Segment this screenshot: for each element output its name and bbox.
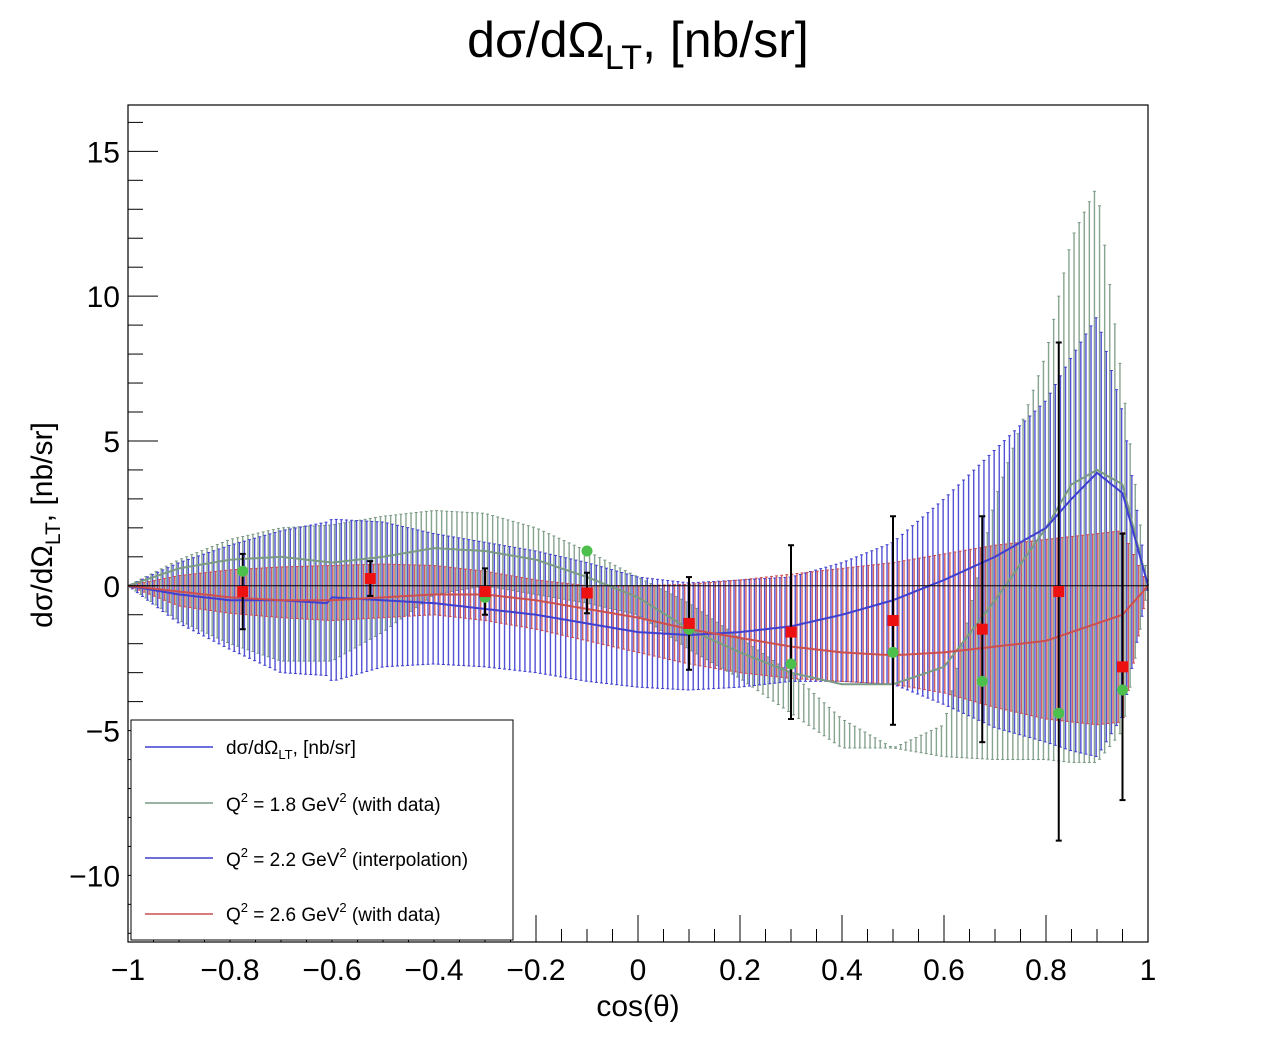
- y-tick-label: −5: [86, 716, 120, 749]
- y-axis-title-tail: , [nb/sr]: [26, 422, 59, 522]
- central-curve-1: [127, 471, 1149, 637]
- chart-title-sub: LT: [605, 39, 642, 77]
- legend: dσ/dΩLT, [nb/sr] Q2 = 1.8 GeV2 (with dat…: [130, 719, 514, 941]
- y-tick-label: 0: [103, 571, 120, 604]
- x-tick-label: −0.4: [404, 954, 463, 987]
- legend-box: [130, 719, 514, 941]
- y-axis-title-main: dσ/dΩ: [26, 545, 59, 628]
- x-tick-label: 0: [630, 954, 647, 987]
- y-axis-label: dσ/dΩLT, [nb/sr]: [26, 422, 65, 628]
- data-point-green: [1117, 684, 1128, 696]
- central-curve-2: [127, 584, 1149, 657]
- x-tick-label: −0.8: [200, 954, 259, 987]
- data-point-red: [976, 623, 988, 635]
- data-point-red: [581, 587, 593, 599]
- data-point-red: [364, 573, 376, 585]
- svg-text:dσ/dΩLT, [nb/sr]: dσ/dΩLT, [nb/sr]: [467, 12, 809, 77]
- data-point-green: [785, 658, 797, 670]
- legend-label-0-main: dσ/dΩ: [226, 738, 278, 759]
- x-tick-label: 0.2: [719, 954, 761, 987]
- legend-entry-3: Q2 = 2.6 GeV2 (with data): [145, 900, 441, 926]
- legend-label-0-sub: LT: [278, 747, 292, 762]
- data-point-red: [887, 615, 899, 627]
- chart-title-tail: , [nb/sr]: [642, 12, 809, 68]
- data-point-green: [237, 565, 249, 577]
- data-point-green: [1053, 707, 1065, 719]
- legend-label-1-tail2: (with data): [347, 795, 441, 816]
- x-tick-label: −1: [111, 954, 145, 987]
- legend-label-2-sup: 2: [241, 845, 248, 860]
- x-tick-label: 0.4: [821, 954, 863, 987]
- chart-title: dσ/dΩLT, [nb/sr]: [467, 12, 809, 77]
- uncertainty-bands: [129, 190, 1149, 763]
- legend-label-1-main: Q: [226, 795, 241, 816]
- legend-entry-0: dσ/dΩLT, [nb/sr]: [145, 738, 356, 762]
- legend-label-3-main: Q: [226, 905, 241, 926]
- x-axis-title: cos(θ): [596, 990, 679, 1023]
- legend-label-3-sup2: 2: [339, 900, 346, 915]
- legend-entry-1: Q2 = 1.8 GeV2 (with data): [145, 790, 441, 816]
- data-point-red: [785, 626, 797, 638]
- svg-text:Q2 = 2.6 GeV2 (with data): Q2 = 2.6 GeV2 (with data): [226, 900, 441, 926]
- data-point-red: [1053, 586, 1065, 598]
- data-point-red: [1117, 661, 1128, 673]
- central-curves: [127, 468, 1149, 686]
- legend-label-1-sup2: 2: [339, 790, 346, 805]
- legend-label-3-tail2: (with data): [347, 905, 441, 926]
- svg-text:dσ/dΩLT, [nb/sr]: dσ/dΩLT, [nb/sr]: [226, 738, 356, 762]
- band-series-2: [132, 530, 1146, 726]
- svg-text:Q2 = 2.2 GeV2 (interpolation): Q2 = 2.2 GeV2 (interpolation): [226, 845, 468, 871]
- data-markers: [237, 341, 1128, 842]
- legend-label-2-tail: = 2.2 GeV: [248, 850, 340, 871]
- data-point-green: [581, 545, 593, 557]
- legend-label-2-tail2: (interpolation): [347, 850, 468, 871]
- x-tick-label: −0.2: [506, 954, 565, 987]
- legend-label-3-sup: 2: [241, 900, 248, 915]
- x-axis: −1 −0.8 −0.6 −0.4 −0.2 0 0.2 0.4 0.6 0.8 1: [111, 915, 1156, 987]
- y-tick-label: −10: [69, 860, 120, 893]
- x-tick-label: 0.8: [1025, 954, 1067, 987]
- y-axis-title-sub: LT: [42, 522, 65, 545]
- legend-label-1-tail: = 1.8 GeV: [248, 795, 340, 816]
- legend-label-0-tail: , [nb/sr]: [293, 738, 356, 759]
- svg-text:Q2 = 1.8 GeV2 (with data): Q2 = 1.8 GeV2 (with data): [226, 790, 441, 816]
- legend-label-2-sup2: 2: [339, 845, 346, 860]
- y-tick-label: 10: [87, 281, 120, 314]
- central-curve-0: [127, 468, 1149, 686]
- data-point-green: [976, 675, 988, 687]
- svg-text:dσ/dΩLT, [nb/sr]: dσ/dΩLT, [nb/sr]: [26, 422, 65, 628]
- x-tick-label: −0.6: [302, 954, 361, 987]
- x-axis-label: cos(θ): [596, 990, 679, 1023]
- data-point-green: [887, 646, 899, 658]
- data-point-red: [683, 617, 695, 629]
- y-tick-label: 5: [103, 426, 120, 459]
- data-point-red: [237, 586, 249, 598]
- x-tick-label: 1: [1140, 954, 1157, 987]
- legend-label-3-tail: = 2.6 GeV: [248, 905, 340, 926]
- chart-title-main: dσ/dΩ: [467, 12, 605, 68]
- legend-label-1-sup: 2: [241, 790, 248, 805]
- legend-entry-2: Q2 = 2.2 GeV2 (interpolation): [145, 845, 468, 871]
- data-point-red: [479, 586, 491, 598]
- x-tick-label: 0.6: [923, 954, 965, 987]
- legend-label-2-main: Q: [226, 850, 241, 871]
- y-tick-label: 15: [87, 136, 120, 169]
